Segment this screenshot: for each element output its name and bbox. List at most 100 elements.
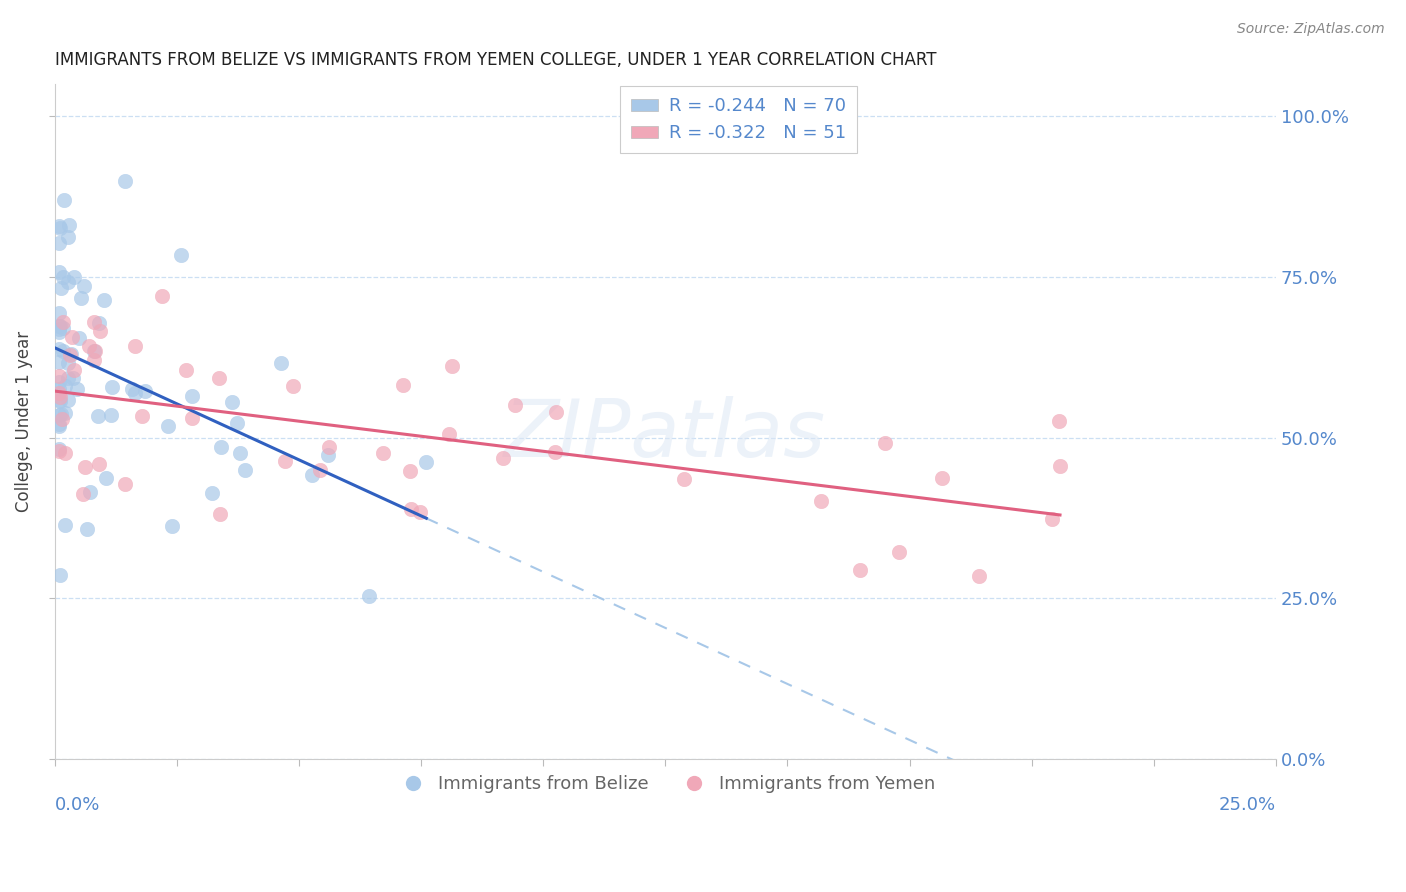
Point (889, 545, 911, 559)
Point (273, 454, 295, 468)
Point (1047, 414, 1070, 428)
Point (48, 408, 70, 422)
Point (221, 395, 243, 409)
Point (301, 468, 323, 483)
Point (100, 408, 122, 422)
Point (283, 379, 305, 393)
Point (79, 485, 101, 500)
Point (181, 388, 204, 402)
Point (440, 359, 463, 373)
Point (73, 460, 96, 475)
Point (58, 230, 80, 244)
Legend: Immigrants from Belize, Immigrants from Yemen: Immigrants from Belize, Immigrants from … (388, 768, 943, 800)
Point (1040, 511, 1063, 525)
Point (93, 293, 115, 308)
Point (87, 409, 110, 423)
Point (76, 522, 98, 536)
Point (63, 269, 86, 284)
Point (48, 417, 70, 431)
Point (73, 279, 96, 293)
Point (79, 339, 101, 353)
Point (309, 463, 332, 477)
Point (67, 331, 90, 345)
Point (69, 291, 91, 305)
Point (152, 289, 174, 303)
Point (49, 319, 72, 334)
Text: 25.0%: 25.0% (1219, 796, 1277, 814)
Point (62, 330, 84, 344)
Point (48, 220, 70, 235)
Point (121, 382, 143, 396)
Point (62, 371, 84, 385)
Point (170, 248, 193, 262)
Point (114, 174, 136, 188)
Point (492, 450, 515, 465)
Point (48, 442, 70, 456)
Point (83, 343, 105, 358)
Text: IMMIGRANTS FROM BELIZE VS IMMIGRANTS FROM YEMEN COLLEGE, UNDER 1 YEAR CORRELATIO: IMMIGRANTS FROM BELIZE VS IMMIGRANTS FRO… (55, 51, 936, 69)
Text: 0.0%: 0.0% (55, 796, 100, 814)
Point (48, 368, 70, 383)
Point (415, 455, 437, 469)
Point (48, 382, 70, 396)
Point (371, 446, 394, 460)
Point (48, 265, 70, 279)
Point (437, 427, 460, 442)
Point (228, 445, 250, 459)
Point (56, 371, 79, 385)
Point (56, 393, 79, 408)
Point (180, 410, 202, 425)
Point (401, 501, 423, 516)
Point (53, 193, 76, 207)
Point (174, 362, 197, 376)
Point (931, 471, 953, 485)
Point (849, 563, 872, 577)
Point (209, 440, 232, 454)
Point (124, 338, 146, 352)
Point (48, 325, 70, 339)
Point (58, 219, 80, 233)
Point (156, 418, 179, 433)
Point (1049, 458, 1071, 473)
Point (673, 472, 696, 486)
Point (66, 382, 89, 396)
Point (503, 398, 526, 412)
Point (131, 409, 153, 423)
Point (810, 494, 832, 508)
Point (51, 407, 73, 421)
Point (48, 321, 70, 335)
Text: Source: ZipAtlas.com: Source: ZipAtlas.com (1237, 22, 1385, 37)
Point (52, 315, 75, 329)
Y-axis label: College, Under 1 year: College, Under 1 year (15, 331, 32, 512)
Point (59, 348, 82, 362)
Point (48, 444, 70, 458)
Point (52, 343, 75, 358)
Point (208, 371, 231, 385)
Point (49, 390, 72, 404)
Point (51, 281, 73, 295)
Point (51, 411, 73, 425)
Point (53, 517, 76, 532)
Point (134, 384, 156, 398)
Point (544, 444, 567, 458)
Point (200, 486, 222, 500)
Point (48, 392, 70, 407)
Point (270, 356, 292, 370)
Point (48, 386, 70, 401)
Point (48, 219, 70, 233)
Point (318, 448, 340, 462)
Point (53, 379, 76, 393)
Point (89, 324, 111, 338)
Point (55, 406, 77, 420)
Point (72, 487, 94, 501)
Point (392, 378, 415, 392)
Point (873, 436, 896, 450)
Point (48, 375, 70, 389)
Point (84, 344, 107, 359)
Point (48, 306, 70, 320)
Point (233, 463, 256, 477)
Point (60, 346, 83, 360)
Point (544, 405, 567, 419)
Point (53, 446, 76, 460)
Point (48, 419, 70, 434)
